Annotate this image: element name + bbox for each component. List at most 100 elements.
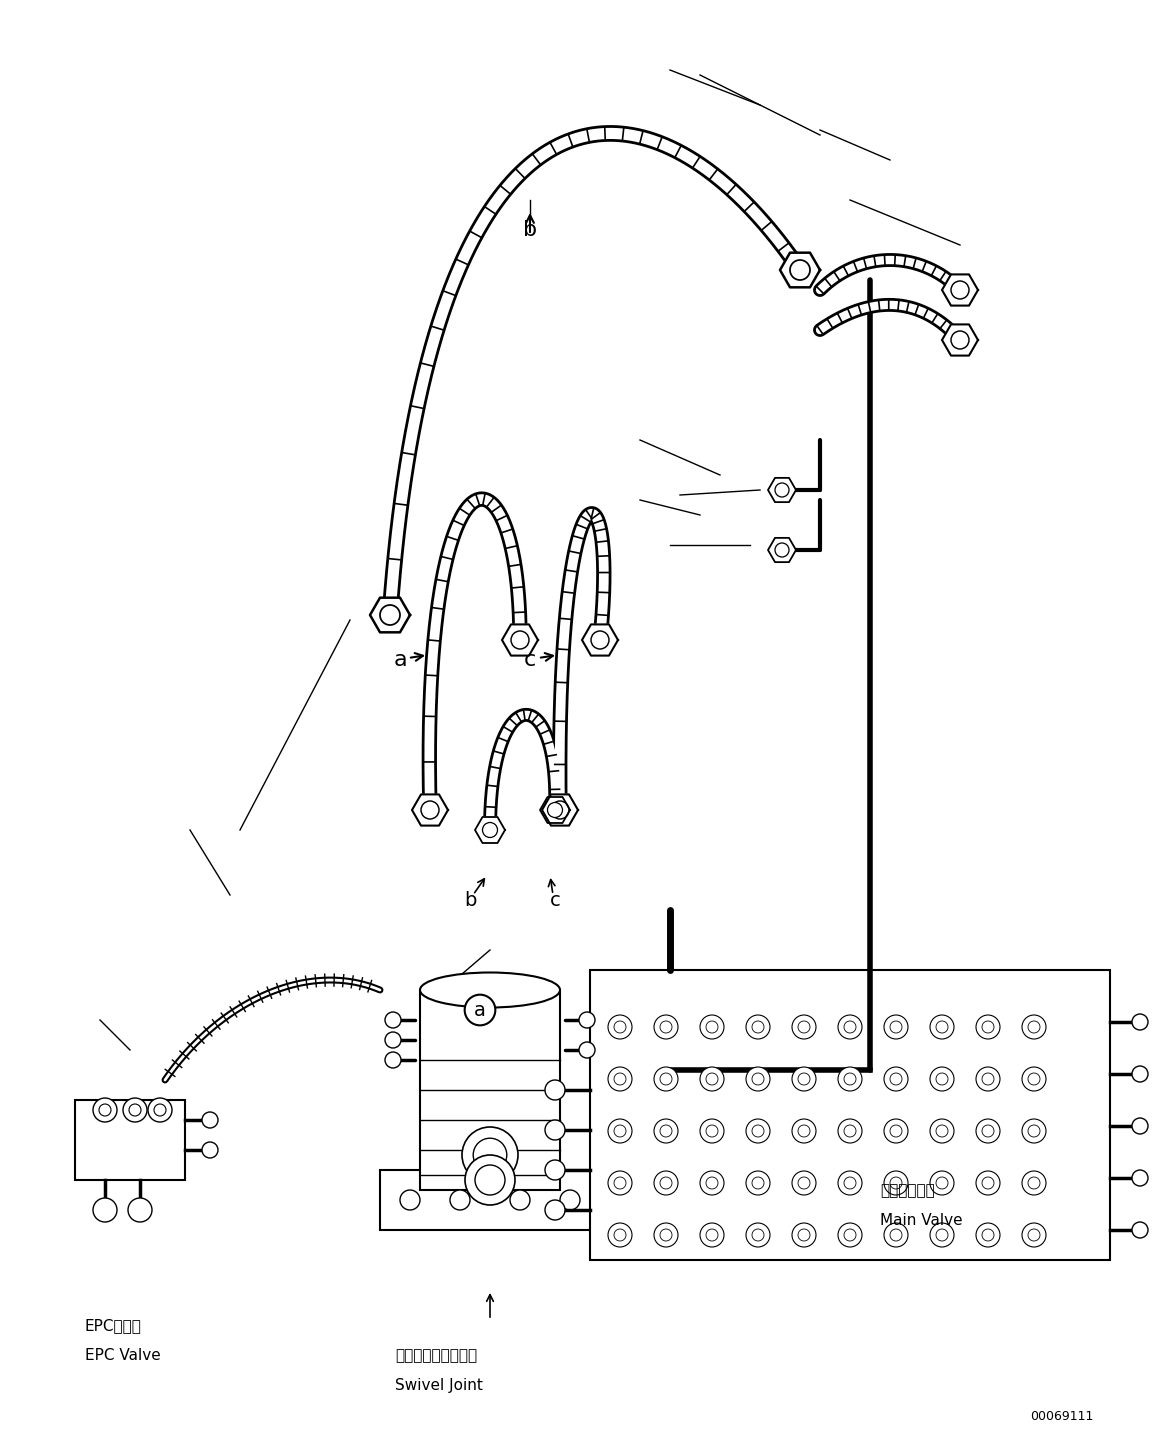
Circle shape bbox=[982, 1022, 994, 1033]
Circle shape bbox=[123, 1098, 147, 1123]
Circle shape bbox=[936, 1022, 948, 1033]
Circle shape bbox=[745, 1118, 770, 1143]
Circle shape bbox=[1022, 1066, 1046, 1091]
Circle shape bbox=[148, 1098, 172, 1123]
Circle shape bbox=[1022, 1014, 1046, 1039]
Polygon shape bbox=[768, 478, 795, 502]
Circle shape bbox=[700, 1224, 725, 1247]
Circle shape bbox=[202, 1141, 217, 1157]
Circle shape bbox=[890, 1177, 902, 1189]
Circle shape bbox=[982, 1177, 994, 1189]
Circle shape bbox=[930, 1224, 954, 1247]
Circle shape bbox=[951, 330, 969, 349]
Circle shape bbox=[608, 1066, 632, 1091]
Circle shape bbox=[700, 1172, 725, 1195]
Circle shape bbox=[614, 1177, 626, 1189]
Circle shape bbox=[659, 1229, 672, 1241]
Circle shape bbox=[936, 1074, 948, 1085]
Circle shape bbox=[1028, 1177, 1040, 1189]
Circle shape bbox=[1022, 1118, 1046, 1143]
Circle shape bbox=[465, 1154, 515, 1205]
Circle shape bbox=[551, 801, 569, 820]
Circle shape bbox=[548, 802, 563, 818]
Circle shape bbox=[450, 1190, 470, 1211]
Circle shape bbox=[792, 1172, 816, 1195]
Circle shape bbox=[775, 543, 789, 557]
Circle shape bbox=[839, 1224, 862, 1247]
Circle shape bbox=[93, 1098, 117, 1123]
Circle shape bbox=[1028, 1074, 1040, 1085]
Circle shape bbox=[752, 1022, 764, 1033]
Circle shape bbox=[936, 1177, 948, 1189]
Circle shape bbox=[473, 1139, 507, 1172]
Circle shape bbox=[745, 1066, 770, 1091]
Text: c: c bbox=[550, 890, 561, 909]
Circle shape bbox=[844, 1022, 856, 1033]
Circle shape bbox=[844, 1229, 856, 1241]
Circle shape bbox=[930, 1066, 954, 1091]
Circle shape bbox=[1132, 1066, 1148, 1082]
Text: Main Valve: Main Valve bbox=[880, 1214, 963, 1228]
Circle shape bbox=[483, 823, 498, 837]
Text: a: a bbox=[393, 649, 407, 670]
Circle shape bbox=[608, 1014, 632, 1039]
Circle shape bbox=[884, 1118, 908, 1143]
Circle shape bbox=[982, 1126, 994, 1137]
Circle shape bbox=[128, 1198, 152, 1222]
Bar bbox=[590, 970, 1110, 1260]
Circle shape bbox=[511, 631, 529, 649]
Circle shape bbox=[792, 1118, 816, 1143]
Circle shape bbox=[1132, 1222, 1148, 1238]
Circle shape bbox=[608, 1118, 632, 1143]
Circle shape bbox=[579, 1012, 595, 1027]
Bar bbox=[380, 1170, 600, 1229]
Circle shape bbox=[706, 1022, 718, 1033]
Bar bbox=[74, 1100, 185, 1180]
Circle shape bbox=[884, 1066, 908, 1091]
Circle shape bbox=[614, 1022, 626, 1033]
Circle shape bbox=[700, 1014, 725, 1039]
Circle shape bbox=[421, 801, 438, 820]
Text: c: c bbox=[523, 649, 536, 670]
Circle shape bbox=[844, 1126, 856, 1137]
Text: EPC Valve: EPC Valve bbox=[85, 1348, 160, 1364]
Circle shape bbox=[884, 1172, 908, 1195]
Circle shape bbox=[775, 483, 789, 496]
Circle shape bbox=[752, 1229, 764, 1241]
Circle shape bbox=[154, 1104, 166, 1115]
Circle shape bbox=[202, 1113, 217, 1128]
Circle shape bbox=[745, 1172, 770, 1195]
Circle shape bbox=[839, 1014, 862, 1039]
Circle shape bbox=[798, 1126, 809, 1137]
Circle shape bbox=[890, 1126, 902, 1137]
Circle shape bbox=[1022, 1224, 1046, 1247]
Polygon shape bbox=[370, 597, 411, 632]
Circle shape bbox=[844, 1177, 856, 1189]
Circle shape bbox=[99, 1104, 110, 1115]
Circle shape bbox=[545, 1079, 565, 1100]
Circle shape bbox=[1028, 1126, 1040, 1137]
Circle shape bbox=[1132, 1170, 1148, 1186]
Circle shape bbox=[936, 1126, 948, 1137]
Circle shape bbox=[792, 1066, 816, 1091]
Circle shape bbox=[798, 1074, 809, 1085]
Circle shape bbox=[700, 1066, 725, 1091]
Text: b: b bbox=[464, 890, 476, 909]
Circle shape bbox=[608, 1224, 632, 1247]
Ellipse shape bbox=[420, 973, 561, 1007]
Circle shape bbox=[380, 605, 400, 625]
Circle shape bbox=[385, 1052, 401, 1068]
Circle shape bbox=[839, 1066, 862, 1091]
Circle shape bbox=[400, 1190, 420, 1211]
Circle shape bbox=[884, 1224, 908, 1247]
Circle shape bbox=[475, 1165, 505, 1195]
Circle shape bbox=[659, 1022, 672, 1033]
Text: Swivel Joint: Swivel Joint bbox=[395, 1378, 483, 1392]
Polygon shape bbox=[540, 797, 570, 823]
Circle shape bbox=[976, 1014, 1000, 1039]
Circle shape bbox=[654, 1224, 678, 1247]
Polygon shape bbox=[942, 325, 978, 355]
Circle shape bbox=[1132, 1014, 1148, 1030]
Text: a: a bbox=[475, 1000, 486, 1020]
Text: 00069111: 00069111 bbox=[1030, 1410, 1093, 1423]
